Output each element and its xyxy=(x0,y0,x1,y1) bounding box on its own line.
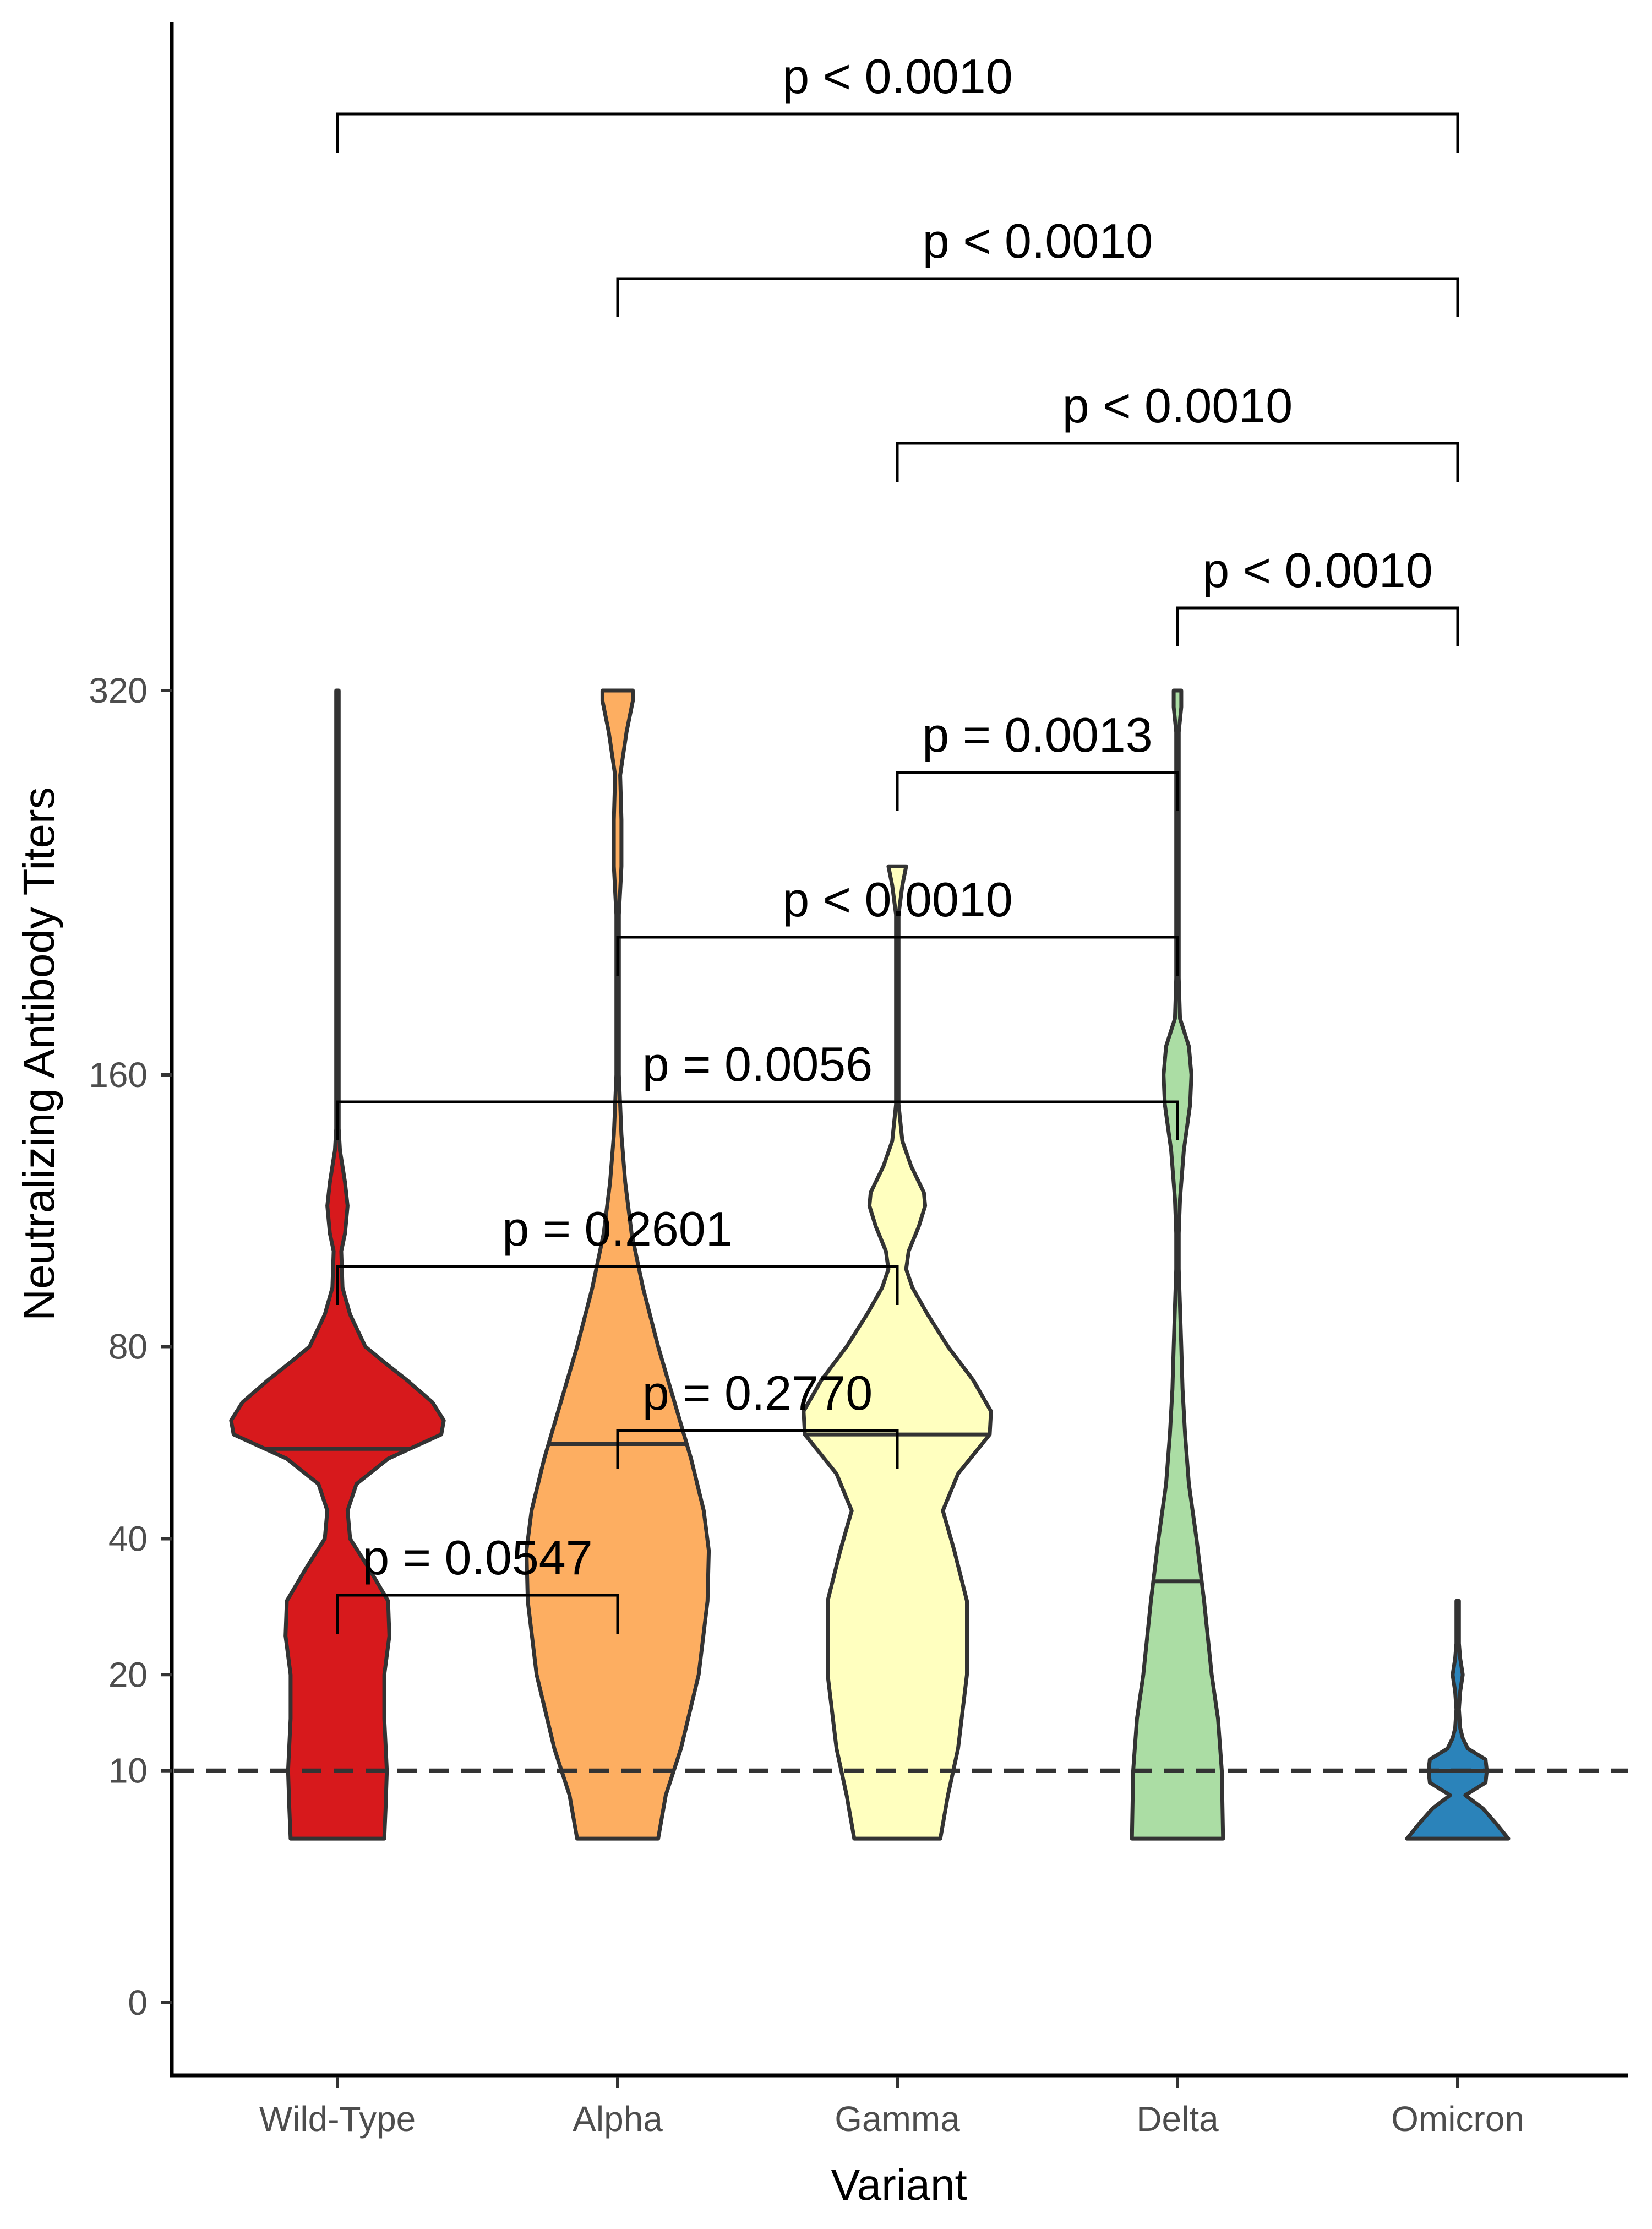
bracket-line xyxy=(616,936,1179,976)
x-tick-label-wild-type: Wild-Type xyxy=(259,2099,416,2139)
p-value-label: p < 0.0010 xyxy=(782,872,1012,927)
bracket-line xyxy=(616,277,1459,317)
bracket-line xyxy=(336,1265,899,1305)
comparison-delta-vs-omicron: p < 0.0010 xyxy=(1176,543,1459,646)
y-tick-label-0: 0 xyxy=(128,1983,148,2023)
bracket-line xyxy=(336,112,1459,153)
violins-layer xyxy=(229,688,1511,1841)
y-tick-label-80: 80 xyxy=(108,1327,148,1367)
y-tick-label-160: 160 xyxy=(89,1055,148,1095)
violin-delta xyxy=(1130,688,1225,1841)
comparison-gamma-vs-omicron: p < 0.0010 xyxy=(896,378,1459,482)
p-value-label: p = 0.2770 xyxy=(642,1366,873,1420)
p-value-label: p = 0.2601 xyxy=(502,1202,732,1256)
comparison-alpha-vs-gamma: p = 0.2770 xyxy=(616,1366,899,1469)
axes-layer xyxy=(170,22,1628,2078)
x-tick-label-delta: Delta xyxy=(1136,2099,1219,2139)
p-value-label: p < 0.0010 xyxy=(923,214,1153,268)
violin-alpha xyxy=(524,688,711,1841)
comparison-alpha-vs-omicron: p < 0.0010 xyxy=(616,214,1459,317)
y-tick-label-40: 40 xyxy=(108,1519,148,1558)
violin-wild-type xyxy=(229,688,446,1841)
comparison-alpha-vs-delta: p < 0.0010 xyxy=(616,872,1179,976)
y-tick-label-320: 320 xyxy=(89,671,148,710)
p-value-label: p = 0.0056 xyxy=(642,1037,873,1091)
y-axis-title: Neutralizing Antibody Titers xyxy=(14,787,63,1320)
comparison-wild-type-vs-alpha: p = 0.0547 xyxy=(336,1530,619,1634)
comparison-gamma-vs-delta: p = 0.0013 xyxy=(896,708,1179,811)
y-tick-label-20: 20 xyxy=(108,1655,148,1694)
comparison-wild-type-vs-delta: p = 0.0056 xyxy=(336,1037,1179,1140)
bracket-line xyxy=(336,1100,1179,1140)
comparison-brackets-layer: p < 0.0010 p < 0.0010 p < 0.0010 p < 0.0010… xyxy=(336,49,1459,1634)
comparison-wild-type-vs-gamma: p = 0.2601 xyxy=(336,1202,899,1305)
x-tick-label-gamma: Gamma xyxy=(835,2099,960,2139)
p-value-label: p < 0.0010 xyxy=(1202,543,1432,597)
p-value-label: p = 0.0013 xyxy=(922,708,1152,762)
x-ticks-layer: Wild-Type Alpha Gamma Delta Omicron xyxy=(259,2077,1524,2139)
x-tick-label-alpha: Alpha xyxy=(573,2099,663,2139)
x-axis-title: Variant xyxy=(831,2160,967,2209)
violin-gamma xyxy=(802,864,993,1841)
p-value-label: p = 0.0547 xyxy=(362,1530,592,1585)
comparison-wild-type-vs-omicron: p < 0.0010 xyxy=(336,49,1459,153)
y-ticks-layer: 0 10 20 40 80 160 320 xyxy=(89,671,172,2023)
x-tick-label-omicron: Omicron xyxy=(1391,2099,1524,2139)
bracket-line xyxy=(896,771,1179,811)
bracket-line xyxy=(1176,606,1459,646)
violin-omicron xyxy=(1405,1599,1511,1841)
bracket-line xyxy=(336,1594,619,1634)
p-value-label: p < 0.0010 xyxy=(1062,378,1293,433)
p-value-label: p < 0.0010 xyxy=(782,49,1012,104)
y-tick-label-10: 10 xyxy=(108,1751,148,1791)
bracket-line xyxy=(896,442,1459,482)
bracket-line xyxy=(616,1429,899,1469)
